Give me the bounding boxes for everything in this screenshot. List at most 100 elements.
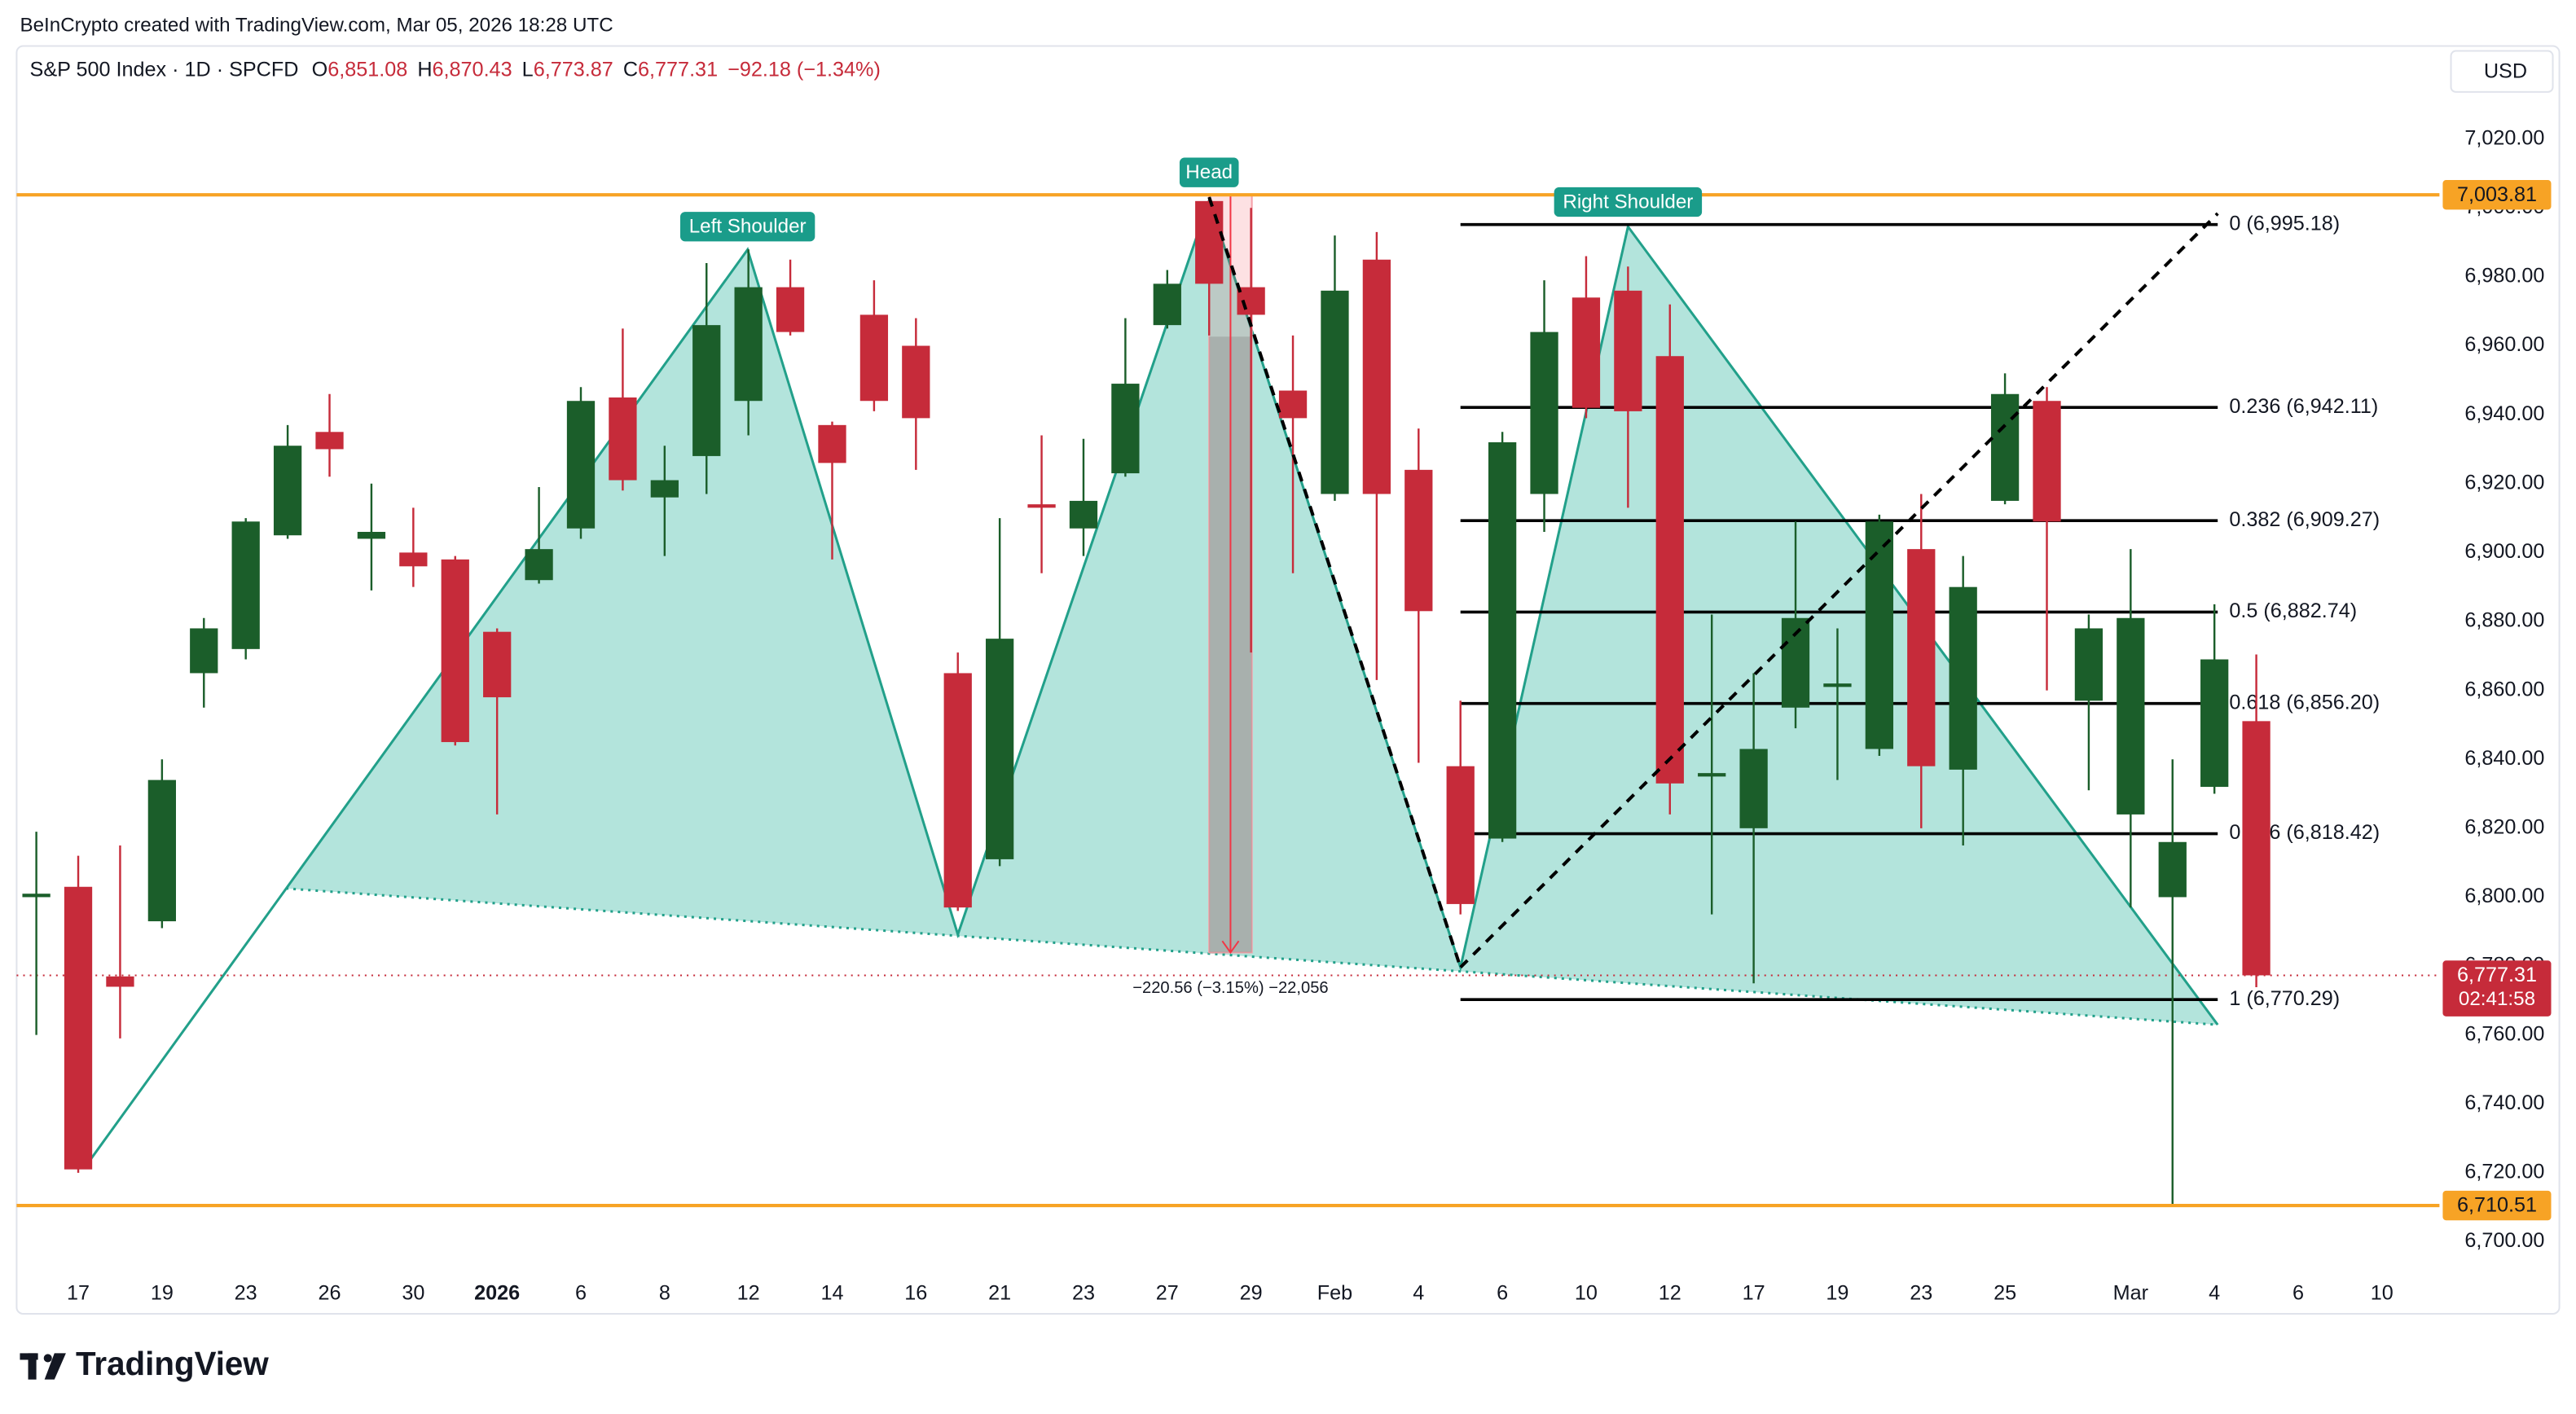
- candle-body: [2158, 841, 2187, 898]
- measure-label: −220.56 (−3.15%) −22,056: [1132, 979, 1328, 997]
- y-tick-label: 6,740.00: [2464, 1091, 2544, 1114]
- candle-layer: [22, 197, 2270, 1204]
- ohlc-value: 6,870.43: [433, 58, 512, 81]
- x-tick-label: 2026: [474, 1281, 520, 1304]
- ohlc-key: C: [623, 58, 638, 81]
- x-tick-label: 12: [737, 1281, 760, 1304]
- candle-body: [22, 894, 51, 898]
- x-tick-label: 10: [1575, 1281, 1598, 1304]
- candle-body: [2200, 659, 2229, 788]
- candle-body: [441, 559, 469, 743]
- fib-label: 1 (6,770.29): [2229, 987, 2340, 1010]
- candle-body: [2242, 721, 2270, 976]
- candle-body: [1572, 297, 1601, 408]
- ohlc-key: O: [312, 58, 328, 81]
- candle-body: [1362, 259, 1391, 494]
- candle-body: [1069, 500, 1098, 529]
- symbol-line: S&P 500 Index · 1D · SPCFD O6,851.08 H6,87…: [30, 58, 881, 81]
- x-tick-label: 21: [988, 1281, 1011, 1304]
- x-tick-label: Mar: [2113, 1281, 2148, 1304]
- fib-label: 0.5 (6,882.74): [2229, 599, 2357, 622]
- ohlc-value: 6,851.08: [327, 58, 407, 81]
- candle-body: [1739, 749, 1768, 828]
- x-tick-label: 10: [2371, 1281, 2394, 1304]
- measure-arrow: [1221, 940, 1240, 955]
- x-tick-label: 23: [1910, 1281, 1932, 1304]
- price-tag: [2442, 1190, 2552, 1221]
- candle-body: [357, 531, 386, 539]
- x-tick-label: 6: [1497, 1281, 1508, 1304]
- candle-body: [734, 287, 763, 402]
- x-tick-label: 16: [904, 1281, 927, 1304]
- price-tag-label: 7,003.81: [2457, 183, 2537, 206]
- pattern-label: Right Shoulder: [1563, 191, 1693, 213]
- x-tick-label: 19: [1826, 1281, 1848, 1304]
- candle-body: [1990, 393, 2020, 501]
- x-tick-label: 19: [151, 1281, 174, 1304]
- candle-body: [1655, 356, 1684, 784]
- x-tick-label: 6: [2292, 1281, 2304, 1304]
- ohlc-value: 6,777.31: [638, 58, 718, 81]
- candle-body: [566, 401, 596, 529]
- candle-body: [1614, 290, 1642, 411]
- y-tick-label: 6,940.00: [2464, 402, 2544, 425]
- logo-mark: [43, 1354, 52, 1363]
- candle-body: [1530, 332, 1558, 494]
- candle-body: [1907, 549, 1936, 766]
- fib-label: 0 (6,995.18): [2229, 212, 2340, 235]
- neckline: [285, 887, 2218, 1026]
- candle-body: [1488, 441, 1517, 839]
- logo-mark: [28, 1353, 37, 1380]
- fib-label: 0.618 (6,856.20): [2229, 691, 2380, 714]
- y-tick-label: 6,800.00: [2464, 885, 2544, 907]
- candle-body: [273, 446, 302, 536]
- y-tick-label: 6,900.00: [2464, 540, 2544, 563]
- candle-body: [2033, 401, 2061, 522]
- x-tick-label: Feb: [1317, 1281, 1352, 1304]
- last-price-label: 6,777.31: [2457, 964, 2537, 986]
- candle-body: [986, 639, 1014, 859]
- candle-body: [399, 552, 428, 567]
- candle-body: [1865, 521, 1893, 749]
- logo-text: TradingView: [76, 1345, 269, 1382]
- x-tick-label: 27: [1156, 1281, 1179, 1304]
- trend-line: [1459, 212, 2219, 969]
- candle-body: [315, 432, 344, 450]
- price-tag-label: 6,710.51: [2457, 1194, 2537, 1217]
- candle-body: [692, 325, 721, 456]
- x-tick-label: 6: [575, 1281, 587, 1304]
- pattern-label: Left Shoulder: [689, 216, 807, 238]
- y-tick-label: 6,760.00: [2464, 1022, 2544, 1045]
- x-tick-label: 17: [67, 1281, 90, 1304]
- symbol: S&P 500 Index · 1D · SPCFD: [30, 58, 299, 81]
- candle-body: [483, 631, 512, 698]
- x-tick-label: 23: [235, 1281, 257, 1304]
- candle-body: [902, 345, 930, 419]
- candle-body: [1321, 290, 1349, 494]
- fib-label: 0.382 (6,909.27): [2229, 508, 2380, 531]
- ohlc-value: 6,773.87: [534, 58, 613, 81]
- candle-body: [64, 886, 93, 1170]
- candle-body: [1404, 469, 1433, 612]
- change: −92.18 (−1.34%): [728, 58, 881, 81]
- axis-layer: USD 6,700.006,720.006,740.006,760.006,78…: [67, 50, 2554, 1304]
- price-tag: [2442, 180, 2552, 210]
- pattern-tag: [1179, 157, 1239, 187]
- y-tick-label: 6,840.00: [2464, 747, 2544, 770]
- currency: USD: [2484, 59, 2527, 82]
- candle-body: [609, 397, 637, 481]
- candle-body: [1027, 504, 1056, 508]
- y-tick-label: 6,720.00: [2464, 1161, 2544, 1183]
- candle-body: [1278, 390, 1308, 419]
- logo-mark: [44, 1353, 66, 1380]
- candle-body: [147, 779, 176, 922]
- candle-body: [1195, 200, 1224, 284]
- x-tick-label: 4: [2209, 1281, 2220, 1304]
- candle-body: [1446, 766, 1475, 904]
- y-tick-label: 6,820.00: [2464, 815, 2544, 838]
- candle-body: [818, 424, 846, 463]
- pattern-tag: [1554, 187, 1703, 217]
- fib-layer: 0 (6,995.18) 0.236 (6,942.11) 0.382 (6,909…: [1460, 212, 2380, 1010]
